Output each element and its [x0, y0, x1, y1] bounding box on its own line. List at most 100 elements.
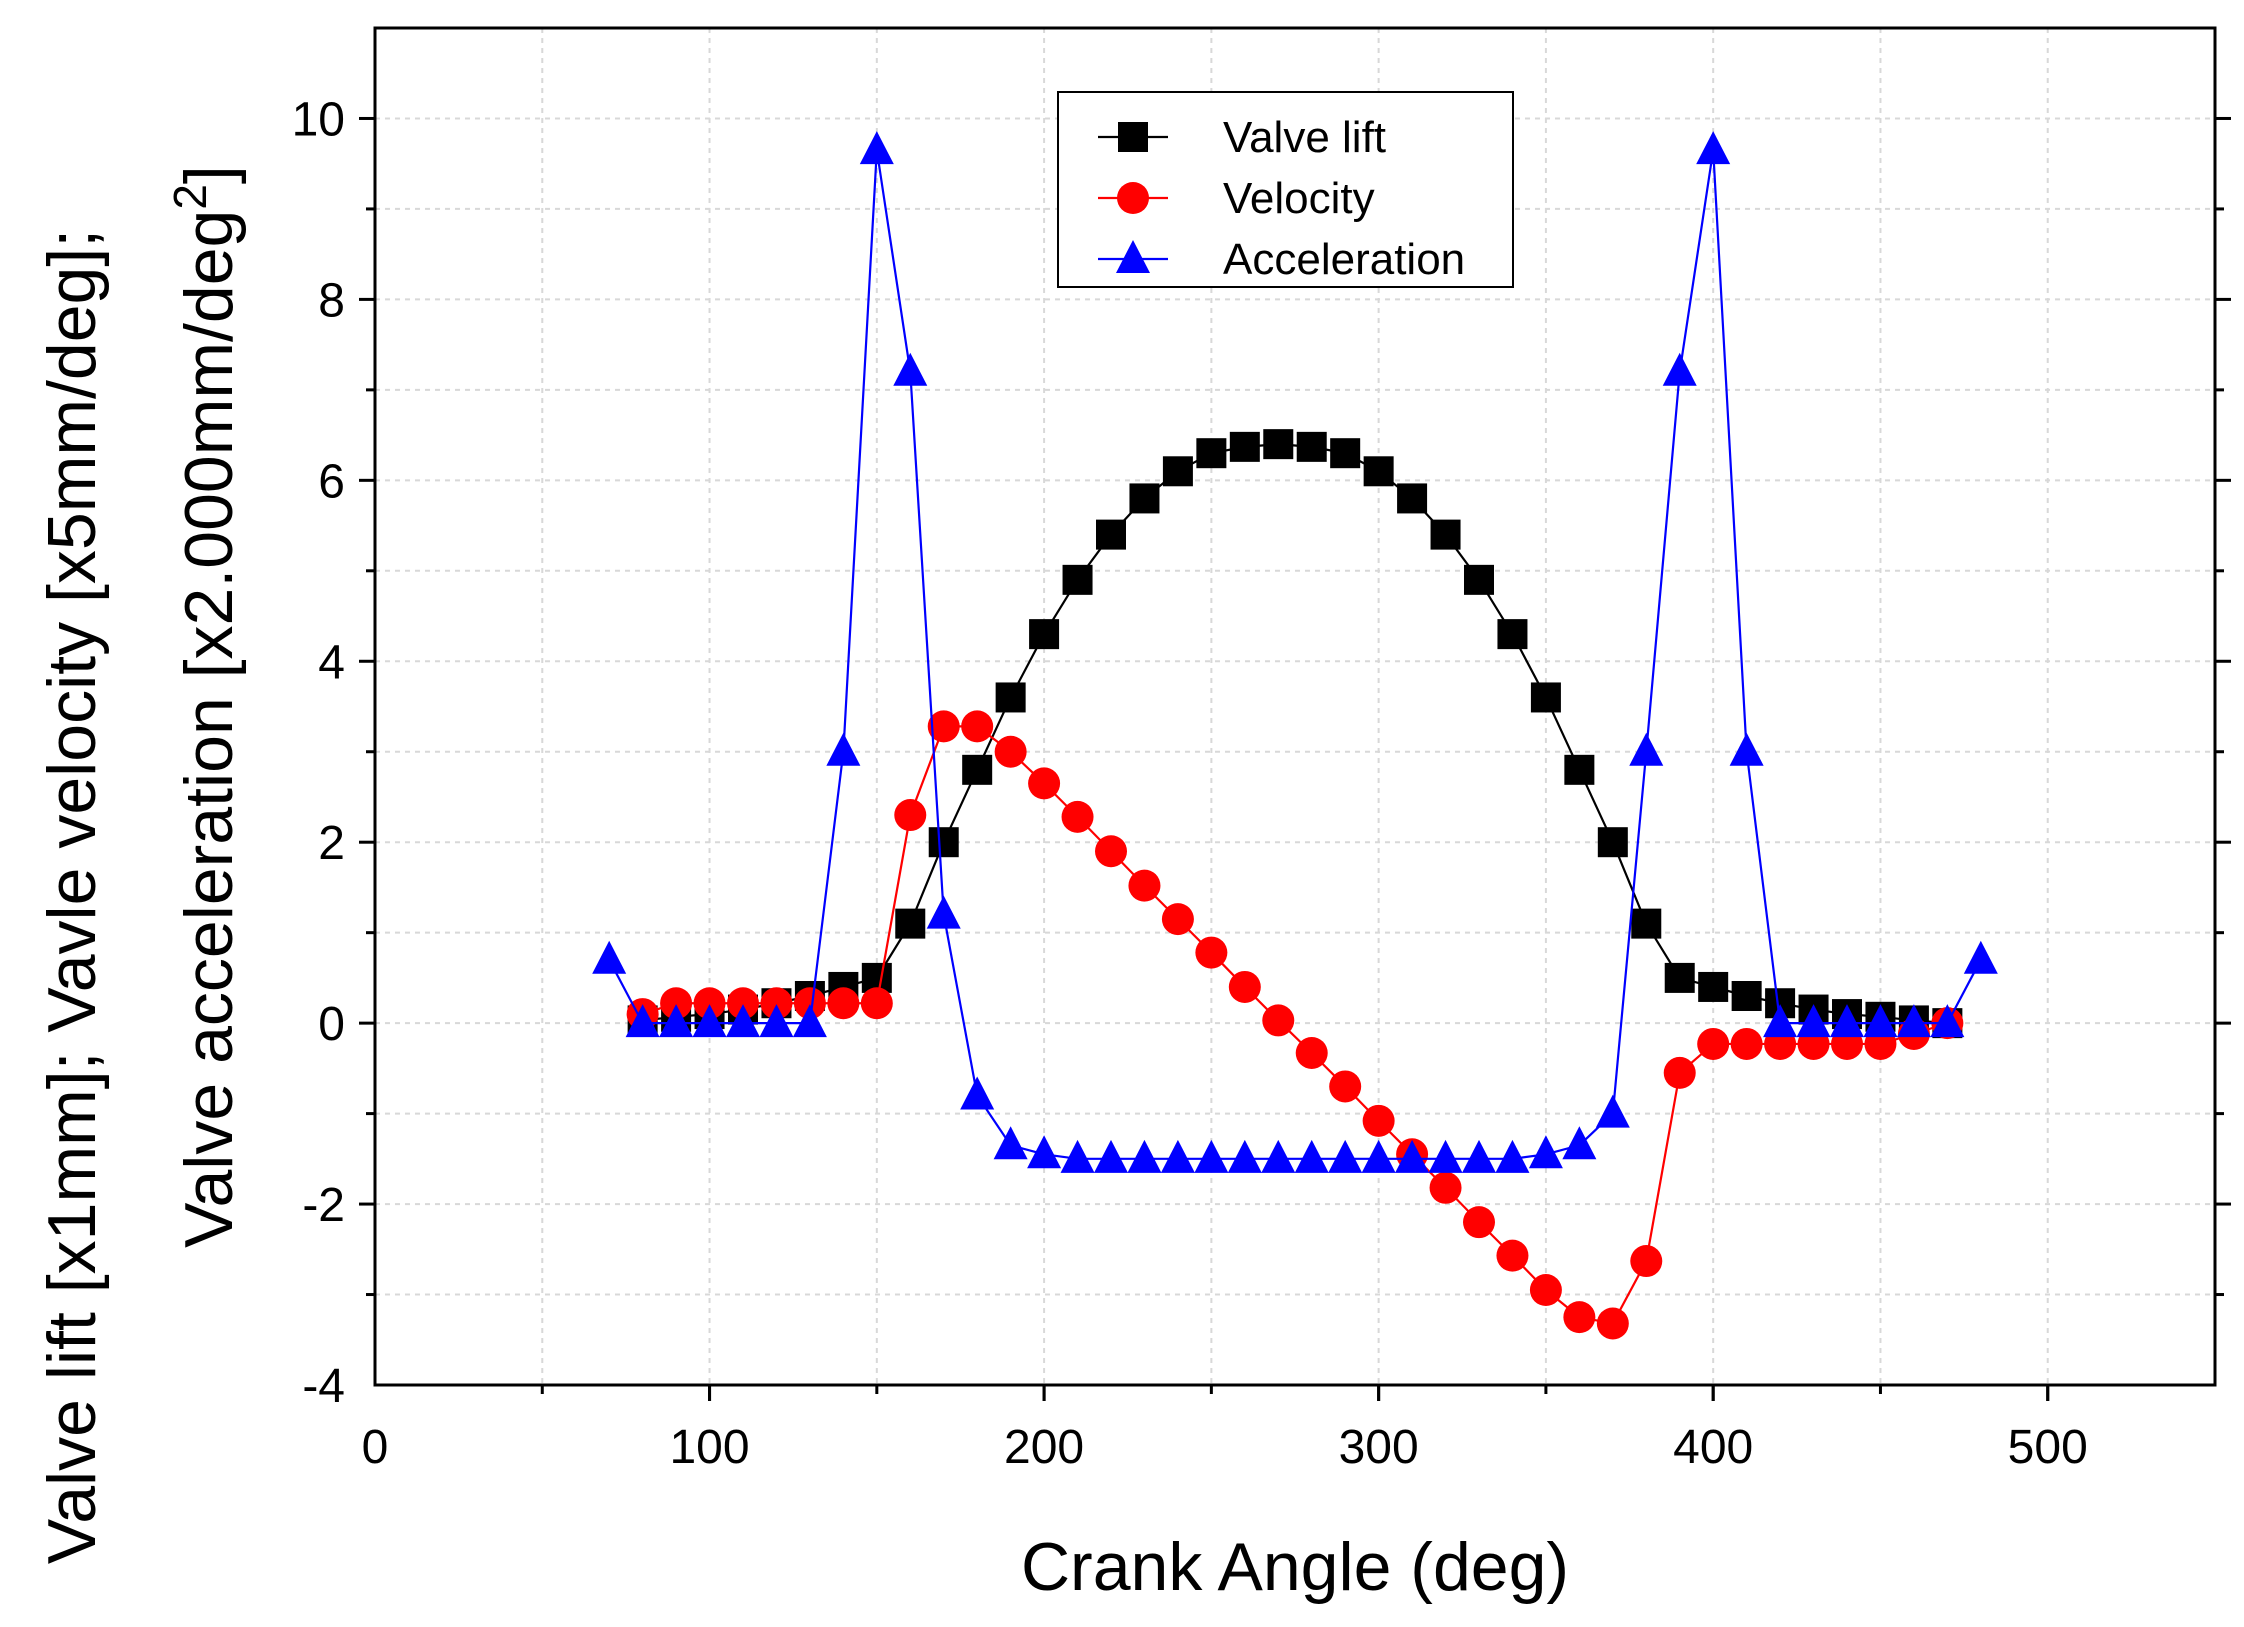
data-point: [1796, 1004, 1831, 1038]
legend-marker: [1116, 240, 1150, 273]
data-point: [1462, 1139, 1496, 1173]
data-point: [1395, 1139, 1430, 1173]
data-point: [1363, 456, 1394, 487]
y-axis-title-line-2: Valve acceleration [x2.000mm/deg2]: [164, 165, 247, 1248]
series-velocity: [626, 710, 1964, 1340]
data-point: [693, 987, 726, 1020]
data-point: [1495, 1139, 1530, 1173]
data-point: [1963, 940, 1998, 974]
x-axis-title: Crank Angle (deg): [1021, 1529, 1569, 1605]
x-tick-label: 500: [2008, 1421, 2088, 1474]
data-point: [1329, 1070, 1362, 1103]
data-point: [1096, 519, 1126, 550]
legend-item: Velocity: [1098, 174, 1375, 223]
data-point: [1698, 971, 1729, 1002]
data-point: [1631, 908, 1662, 939]
data-point: [994, 735, 1027, 768]
legend-item: Valve lift: [1098, 113, 1386, 162]
legend-label: Valve lift: [1223, 113, 1386, 162]
data-point: [860, 987, 893, 1020]
data-point: [1730, 1027, 1763, 1060]
data-point: [893, 352, 928, 386]
data-point: [960, 1076, 995, 1110]
legend-label: Acceleration: [1223, 235, 1465, 284]
y-tick-label: -4: [302, 1360, 345, 1413]
data-point: [659, 1004, 694, 1038]
data-point: [1160, 1139, 1195, 1173]
data-point: [1863, 1004, 1898, 1038]
data-point: [1697, 1027, 1730, 1060]
y-tick-label: 4: [318, 636, 345, 689]
data-point: [1229, 431, 1260, 462]
data-point: [1497, 619, 1528, 650]
data-point: [1664, 962, 1695, 993]
data-point: [1662, 352, 1697, 386]
data-point: [1062, 564, 1093, 595]
x-tick-label: 200: [1004, 1421, 1084, 1474]
data-point: [759, 1004, 794, 1038]
data-point: [1129, 483, 1160, 514]
data-point: [692, 1004, 727, 1038]
data-point: [826, 732, 861, 766]
plot-frame: [373, 26, 2217, 1387]
series-line: [642, 443, 1948, 1025]
data-point: [1663, 1056, 1696, 1089]
data-point: [760, 987, 793, 1020]
data-point: [1562, 1126, 1597, 1160]
data-point: [827, 987, 860, 1020]
y-tick-label: 6: [318, 455, 345, 508]
data-point: [1261, 1139, 1296, 1173]
data-point: [1597, 827, 1628, 858]
data-point: [1731, 980, 1762, 1011]
data-point: [1127, 1139, 1162, 1173]
x-tick-label: 0: [362, 1421, 389, 1474]
data-point: [1564, 754, 1595, 785]
y-tick-label: 0: [318, 998, 345, 1051]
data-point: [1595, 1094, 1630, 1128]
data-point: [1397, 483, 1428, 514]
legend: Valve lift Velocity Acceleration: [1057, 91, 1514, 288]
data-point: [1330, 438, 1361, 469]
data-point: [927, 710, 960, 743]
data-point: [1563, 1301, 1596, 1334]
y-tick-label: 2: [318, 817, 345, 870]
data-point: [1763, 1004, 1798, 1038]
data-point: [1528, 1135, 1563, 1169]
data-point: [1196, 438, 1227, 469]
data-point: [1930, 1004, 1965, 1038]
data-point: [625, 1004, 660, 1038]
series-acceleration: [592, 131, 1998, 1173]
x-tick-label: 300: [1339, 1421, 1419, 1474]
data-point: [1362, 1104, 1395, 1137]
data-point: [1027, 1135, 1062, 1169]
data-point: [793, 987, 826, 1020]
data-point: [1430, 519, 1461, 550]
y-axis-title-line-2-end: ]: [171, 165, 247, 184]
data-point: [1529, 1274, 1562, 1307]
y-axis-title-line-2-main: Valve acceleration [x2.000mm/deg: [171, 210, 247, 1248]
axis-ticks: 0 100 200 300 400 500 -4 -2 0 2 4 6 8 10: [292, 93, 2231, 1474]
data-point: [895, 908, 926, 939]
data-point: [1060, 1139, 1095, 1173]
series-line: [642, 725, 1948, 1325]
data-point: [1294, 1139, 1329, 1173]
data-point: [1295, 1036, 1328, 1069]
data-point: [995, 682, 1026, 713]
data-point: [1228, 970, 1261, 1003]
data-point: [1463, 1206, 1495, 1239]
data-point: [1630, 1245, 1663, 1278]
data-point: [1094, 1139, 1128, 1173]
data-point: [1830, 1004, 1864, 1038]
plot-series: [592, 131, 1998, 1340]
data-point: [1896, 1004, 1931, 1038]
data-point: [1296, 431, 1327, 462]
data-point: [1696, 131, 1731, 165]
data-point: [1530, 682, 1561, 713]
legend-marker: [1118, 122, 1148, 152]
x-tick-label: 400: [1673, 1421, 1753, 1474]
data-point: [1263, 429, 1294, 460]
data-point: [1428, 1139, 1463, 1173]
data-point: [1596, 1307, 1629, 1340]
y-tick-label: -2: [302, 1179, 345, 1232]
